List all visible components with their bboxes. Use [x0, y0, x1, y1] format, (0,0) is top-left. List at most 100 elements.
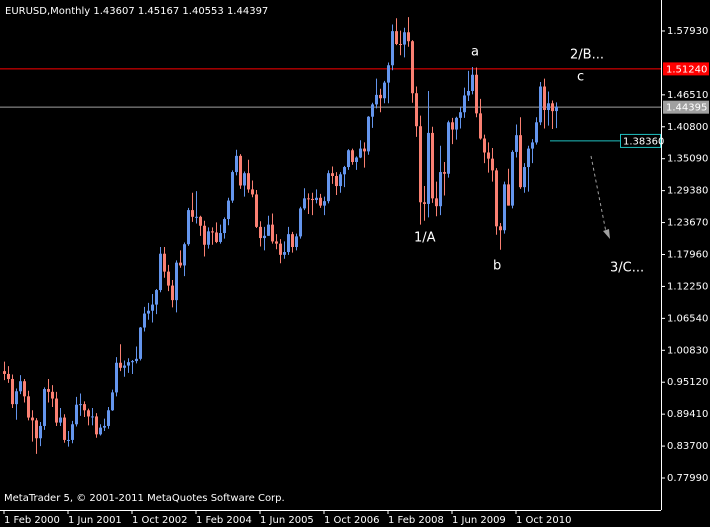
candle-body: [519, 135, 522, 188]
forecast-arrow: [590, 155, 607, 233]
price-label-box: [663, 100, 709, 114]
candle-body: [355, 157, 358, 163]
candle-body: [47, 389, 50, 392]
candle-body: [59, 417, 62, 423]
candle-body: [331, 173, 334, 176]
candle-body: [99, 427, 102, 435]
candle-body: [315, 197, 318, 201]
candle-body: [483, 138, 486, 153]
candle-body: [459, 112, 462, 118]
candle-body: [107, 410, 110, 426]
candle-body: [239, 155, 242, 186]
candle-body: [419, 126, 422, 203]
candle-body: [91, 416, 94, 418]
candle-body: [479, 113, 482, 139]
y-tick-label: 1.35090: [667, 154, 708, 165]
candle-body: [111, 392, 114, 411]
candle-body: [159, 253, 162, 291]
candle-body: [547, 103, 550, 110]
candle-body: [15, 391, 18, 405]
candle-body: [435, 198, 438, 207]
candle-body: [359, 148, 362, 158]
candle-body: [175, 262, 178, 301]
candle-body: [31, 417, 34, 421]
candle-body: [515, 135, 518, 152]
candle-body: [423, 202, 426, 204]
x-tick-label: 1 Oct 2002: [132, 515, 187, 526]
candle-body: [543, 86, 546, 110]
candle-body: [407, 32, 410, 42]
candle-body: [531, 142, 534, 149]
candle-body: [11, 378, 14, 405]
x-tick-label: 1 Feb 2004: [196, 515, 252, 526]
candle-body: [103, 425, 106, 428]
candle-body: [71, 424, 74, 440]
candle-body: [271, 224, 274, 242]
level-label-box: [620, 133, 661, 148]
candle-body: [487, 152, 490, 159]
candle-body: [27, 396, 30, 418]
candle-body: [339, 174, 342, 187]
candle-body: [307, 198, 310, 200]
candle-body: [195, 216, 198, 218]
y-tick-label: 1.57930: [667, 26, 708, 37]
candle-body: [455, 117, 458, 130]
candle-body: [287, 234, 290, 253]
candle-body: [503, 184, 506, 231]
candle-body: [539, 86, 542, 123]
candle-body: [163, 253, 166, 272]
chart-title: EURUSD,Monthly 1.43607 1.45167 1.40553 1…: [5, 6, 268, 17]
candle-body: [207, 231, 210, 245]
level-label: 1.38360: [623, 136, 664, 147]
y-tick-label: 1.17960: [667, 249, 708, 260]
candle-body: [203, 225, 206, 245]
annotation: 3/C...: [610, 261, 644, 276]
y-tick-label: 1.29380: [667, 186, 708, 197]
arrow-head: [603, 229, 610, 239]
y-tick-label: 0.77990: [667, 473, 708, 484]
candle-body: [171, 285, 174, 301]
candle-body: [299, 208, 302, 237]
candle-body: [259, 226, 262, 239]
candle-body: [319, 197, 322, 206]
x-tick-label: 1 Feb 2008: [388, 515, 444, 526]
annotation: 1/A: [414, 231, 436, 246]
candle-body: [247, 173, 250, 190]
candle-body: [123, 365, 126, 368]
price-label-box: [663, 62, 709, 76]
candle-body: [3, 371, 6, 374]
candle-body: [87, 410, 90, 417]
candle-body: [367, 116, 370, 152]
candle-body: [227, 200, 230, 220]
candle-body: [127, 362, 130, 366]
candle-body: [63, 417, 66, 440]
copyright: MetaTrader 5, © 2001-2011 MetaQuotes Sof…: [4, 493, 285, 504]
x-tick-label: 1 Jun 2005: [260, 515, 314, 526]
candle-body: [327, 173, 330, 202]
candle-body: [351, 150, 354, 163]
candle-body: [251, 189, 254, 195]
candle-body: [431, 132, 434, 199]
price-label: 1.51240: [666, 64, 707, 75]
candle-body: [191, 210, 194, 217]
candle-body: [119, 362, 122, 368]
candle-body: [399, 44, 402, 46]
candle-body: [443, 172, 446, 174]
candle-body: [263, 235, 266, 239]
annotation: a: [471, 45, 479, 60]
candle-body: [395, 31, 398, 45]
plot-area: [0, 17, 661, 454]
x-tick-label: 1 Jun 2001: [68, 515, 122, 526]
candle-body: [499, 226, 502, 231]
price-label: 1.44395: [666, 103, 707, 114]
candle-body: [223, 219, 226, 234]
candle-body: [83, 404, 86, 411]
candle-body: [19, 381, 22, 392]
candle-body: [243, 173, 246, 186]
candle-body: [323, 201, 326, 206]
candle-body: [75, 404, 78, 425]
candle-body: [291, 234, 294, 248]
candle-body: [475, 74, 478, 114]
x-tick-label: 1 Feb 2000: [4, 515, 60, 526]
